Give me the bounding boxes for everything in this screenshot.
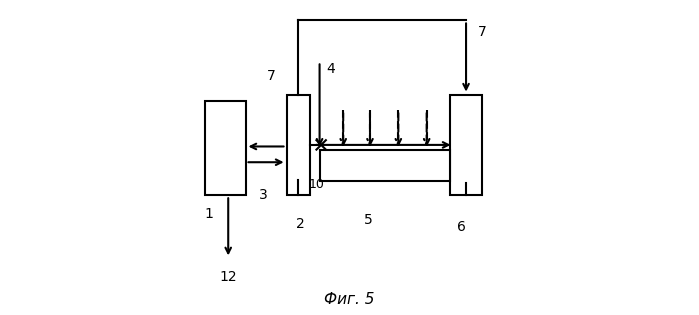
Text: 4: 4 [326, 62, 335, 76]
Text: Фиг. 5: Фиг. 5 [324, 292, 375, 307]
Text: 10: 10 [308, 178, 324, 191]
Bar [205, 101, 245, 195]
Bar [319, 150, 450, 181]
Text: 12: 12 [219, 270, 237, 284]
Text: 3: 3 [259, 188, 267, 202]
Bar [287, 94, 310, 195]
Text: 1: 1 [205, 207, 214, 221]
Text: 6: 6 [457, 220, 466, 234]
Text: 2: 2 [296, 217, 305, 231]
Text: 5: 5 [364, 214, 373, 227]
Text: 7: 7 [266, 69, 275, 83]
Text: 7: 7 [477, 25, 487, 38]
Bar [450, 94, 482, 195]
